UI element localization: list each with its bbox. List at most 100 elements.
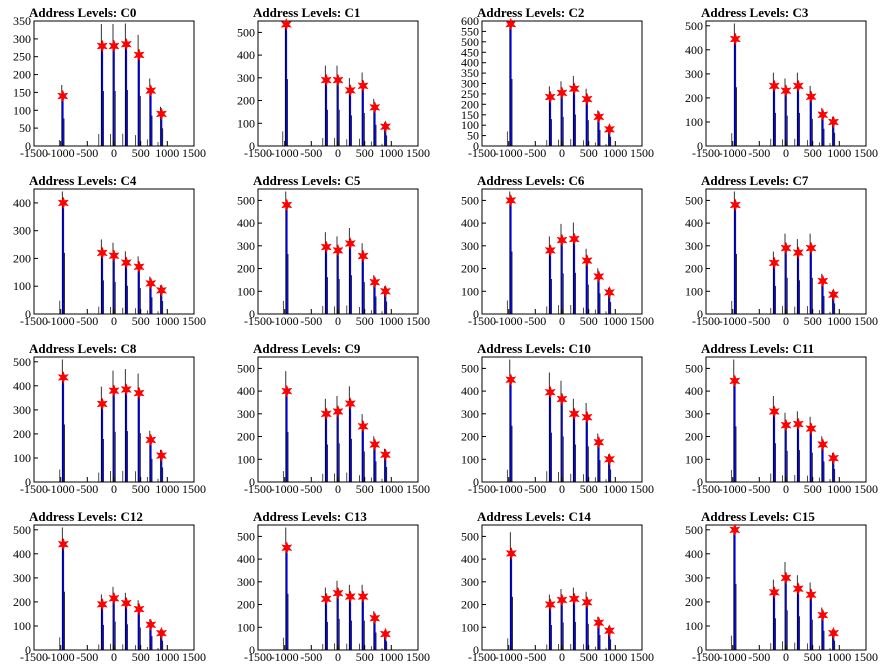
y-tick-label: 300	[685, 239, 703, 253]
peak-marker	[556, 392, 568, 406]
x-tick-label: 1500	[406, 314, 430, 328]
peak-marker	[369, 100, 381, 114]
panel-title: Address Levels: C6	[477, 173, 585, 188]
x-tick-label: -500	[300, 146, 322, 160]
histogram-bin	[510, 553, 513, 650]
peak-marker	[568, 232, 580, 246]
histogram-bin	[160, 455, 163, 482]
histogram-bin	[608, 459, 611, 482]
x-tick-label: 0	[783, 146, 789, 160]
x-tick-label: -500	[76, 650, 98, 664]
y-tick-label: 400	[685, 216, 703, 230]
histogram-bin	[374, 107, 376, 146]
peak-marker	[108, 39, 120, 53]
y-tick-label: 100	[237, 452, 255, 466]
y-tick-label: 200	[13, 251, 31, 265]
x-tick-label: 500	[356, 650, 374, 664]
x-tick-label: 0	[783, 482, 789, 496]
x-tick-label: -500	[76, 314, 98, 328]
histogram-plot: 0 100 200 300 400 500 -1500-1000 -500 0 500 1000 15…	[461, 188, 654, 328]
x-tick-label: -1000	[495, 650, 523, 664]
peak-marker	[357, 249, 369, 263]
histogram-bin	[785, 425, 787, 482]
y-tick-label: 300	[13, 403, 31, 417]
x-tick-label: 500	[132, 482, 150, 496]
y-tick-label: 400	[461, 552, 479, 566]
peak-marker	[729, 198, 742, 212]
peak-marker	[593, 435, 605, 449]
histogram-bin	[822, 615, 824, 650]
y-tick-label: 100	[237, 620, 255, 634]
y-tick-label: 300	[461, 239, 479, 253]
y-tick-label: 100	[461, 118, 479, 132]
y-tick-label: 500	[13, 355, 31, 369]
x-tick-label: 1500	[406, 482, 430, 496]
histogram-bin	[325, 80, 328, 146]
peak-marker	[827, 451, 840, 465]
y-tick-label: 500	[13, 523, 31, 537]
histogram-bin	[150, 90, 152, 146]
histogram-plot: 0 100 200 300 400 500 -1500-1000 -500 0 500 1000 15…	[685, 523, 878, 664]
histogram-bin	[822, 114, 824, 147]
x-tick-label: 1500	[182, 146, 206, 160]
y-tick-label: 100	[13, 103, 31, 117]
y-tick-label: 0	[697, 139, 703, 153]
histogram-bin	[608, 292, 611, 314]
y-tick-label: 200	[685, 91, 703, 105]
y-tick-label: 550	[461, 24, 479, 38]
y-tick-label: 400	[237, 48, 255, 62]
x-tick-label: -1000	[47, 650, 75, 664]
histogram-bin	[374, 618, 376, 650]
histogram-bin	[598, 276, 600, 314]
histogram-bin	[362, 256, 364, 314]
histogram-bin	[832, 122, 835, 146]
x-tick-label: 1500	[630, 314, 654, 328]
peak-marker	[96, 39, 108, 53]
x-tick-label: -500	[748, 314, 770, 328]
peak-marker	[133, 602, 145, 616]
panel-title: Address Levels: C1	[253, 5, 361, 20]
y-tick-label: 350	[461, 66, 479, 80]
histogram-plot: 0 100 200 300 400 -1500-1000 -500 0 500 1000 1500	[13, 188, 206, 328]
peak-marker	[281, 541, 293, 555]
peak-marker	[792, 79, 804, 93]
histogram-bin	[125, 262, 128, 314]
y-tick-label: 100	[13, 279, 31, 293]
y-tick-label: 50	[19, 121, 31, 135]
y-tick-label: 200	[237, 262, 255, 276]
y-tick-label: 0	[25, 307, 31, 321]
y-tick-label: 500	[685, 19, 703, 33]
y-tick-label: 400	[685, 384, 703, 398]
histogram-bin	[286, 204, 288, 314]
y-tick-label: 0	[249, 643, 255, 657]
histogram-bin	[734, 204, 737, 314]
y-tick-label: 400	[13, 379, 31, 393]
histogram-panel: 0 100 200 300 400 500 -1500 -1000 -500 0 500 1000 15…	[672, 168, 896, 336]
panel-title: Address Levels: C8	[29, 341, 137, 356]
x-tick-label: 1500	[854, 314, 878, 328]
peak-marker	[96, 397, 108, 411]
peak-marker	[145, 433, 157, 447]
y-tick-label: 100	[13, 619, 31, 633]
y-tick-label: 300	[685, 67, 703, 81]
histogram-bin	[586, 417, 588, 482]
histogram-bin	[510, 379, 512, 482]
panel-title: Address Levels: C3	[701, 5, 809, 20]
peak-marker	[780, 241, 792, 255]
y-tick-label: 100	[461, 284, 479, 298]
x-tick-label: 500	[356, 482, 374, 496]
x-tick-label: -1000	[719, 650, 747, 664]
x-tick-label: 500	[356, 146, 374, 160]
x-tick-label: -1500	[692, 650, 720, 664]
histogram-bin	[150, 439, 152, 482]
x-tick-label: -1000	[271, 146, 299, 160]
x-tick-label: 500	[132, 146, 150, 160]
x-tick-label: 500	[132, 650, 150, 664]
peak-marker	[357, 419, 369, 433]
y-tick-label: 300	[237, 71, 255, 85]
x-tick-label: -1500	[20, 314, 48, 328]
histogram-bin	[101, 604, 104, 650]
x-tick-label: 1500	[182, 314, 206, 328]
peak-marker	[155, 626, 168, 640]
